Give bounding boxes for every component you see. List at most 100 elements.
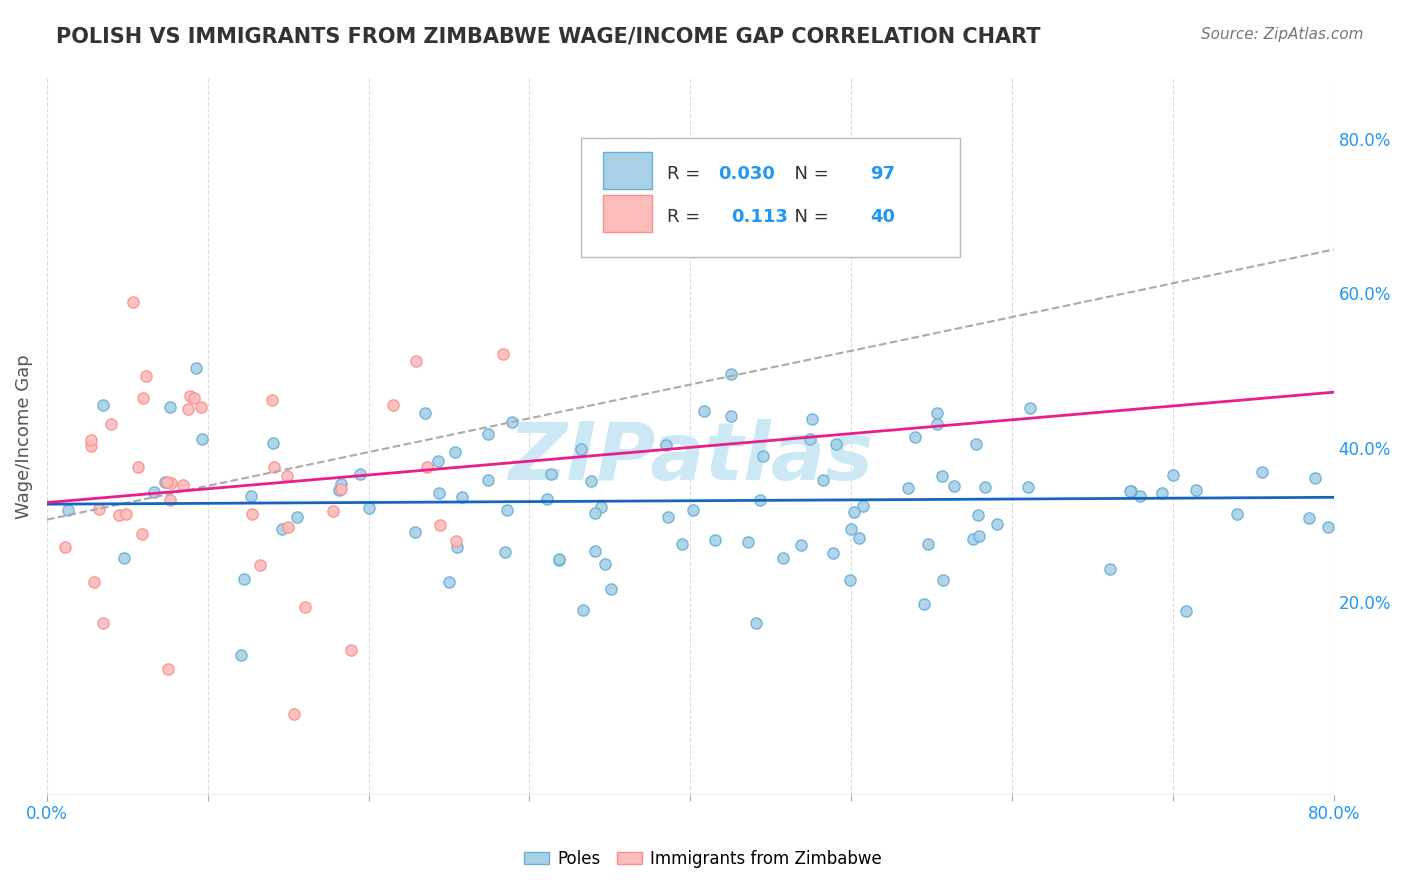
Point: [548, 552, 571, 566]
Point: [437, 574, 460, 589]
Text: Source: ZipAtlas.com: Source: ZipAtlas.com: [1201, 27, 1364, 42]
Point: [91, 616, 114, 631]
Point: [240, 507, 263, 521]
Point: [749, 493, 772, 508]
Point: [179, 389, 201, 403]
Point: [1185, 483, 1208, 498]
Point: [190, 400, 212, 414]
Point: [1303, 470, 1326, 484]
Point: [492, 347, 515, 361]
Point: [704, 533, 727, 547]
Text: N =: N =: [783, 165, 834, 184]
Point: [79, 440, 101, 454]
Point: [1163, 467, 1185, 482]
Point: [745, 615, 768, 630]
Point: [285, 510, 308, 524]
Point: [932, 573, 955, 587]
Point: [904, 430, 927, 444]
FancyBboxPatch shape: [603, 152, 651, 189]
Point: [172, 478, 194, 492]
Point: [852, 499, 875, 513]
Point: [322, 504, 344, 518]
Point: [329, 477, 352, 491]
Point: [654, 437, 676, 451]
Point: [1316, 520, 1339, 534]
Point: [231, 648, 253, 662]
Point: [772, 551, 794, 566]
Point: [974, 480, 997, 494]
Point: [157, 662, 180, 676]
Point: [897, 482, 920, 496]
Point: [720, 409, 742, 423]
Point: [501, 415, 523, 429]
Point: [842, 505, 865, 519]
Point: [752, 449, 775, 463]
Text: 97: 97: [870, 165, 896, 184]
Point: [122, 295, 145, 310]
Point: [671, 537, 693, 551]
Point: [790, 537, 813, 551]
Point: [838, 573, 860, 587]
Point: [349, 467, 371, 481]
Point: [811, 473, 834, 487]
Point: [283, 706, 305, 721]
Point: [799, 432, 821, 446]
Point: [294, 599, 316, 614]
Text: 0.113: 0.113: [731, 209, 789, 227]
Point: [540, 467, 562, 481]
Y-axis label: Wage/Income Gap: Wage/Income Gap: [15, 354, 32, 518]
Point: [548, 553, 571, 567]
Point: [572, 603, 595, 617]
FancyBboxPatch shape: [581, 138, 960, 257]
Point: [142, 485, 165, 500]
Point: [404, 525, 426, 540]
Point: [600, 582, 623, 596]
Point: [581, 475, 603, 489]
Point: [692, 404, 714, 418]
Point: [1129, 489, 1152, 503]
Point: [495, 503, 517, 517]
Point: [583, 506, 606, 520]
Point: [263, 459, 285, 474]
Point: [912, 598, 935, 612]
Point: [112, 550, 135, 565]
Point: [405, 354, 427, 368]
Point: [160, 475, 183, 490]
Point: [824, 436, 846, 450]
Point: [682, 503, 704, 517]
Point: [1018, 401, 1040, 415]
Point: [159, 401, 181, 415]
Point: [931, 468, 953, 483]
Point: [232, 572, 254, 586]
FancyBboxPatch shape: [603, 195, 651, 232]
Point: [270, 522, 292, 536]
Point: [328, 483, 350, 497]
Point: [967, 529, 990, 543]
Point: [415, 459, 437, 474]
Text: 40: 40: [870, 209, 896, 227]
Point: [56, 503, 79, 517]
Text: R =: R =: [666, 209, 711, 227]
Point: [966, 508, 988, 522]
Point: [1119, 484, 1142, 499]
Point: [1099, 562, 1122, 576]
Legend: Poles, Immigrants from Zimbabwe: Poles, Immigrants from Zimbabwe: [517, 844, 889, 875]
Point: [240, 489, 263, 503]
Point: [131, 527, 153, 541]
Point: [737, 535, 759, 549]
Text: POLISH VS IMMIGRANTS FROM ZIMBABWE WAGE/INCOME GAP CORRELATION CHART: POLISH VS IMMIGRANTS FROM ZIMBABWE WAGE/…: [56, 27, 1040, 46]
Point: [262, 435, 284, 450]
Point: [585, 543, 607, 558]
Point: [340, 643, 363, 657]
Text: 0.030: 0.030: [718, 165, 776, 184]
Point: [359, 500, 381, 515]
Point: [494, 545, 516, 559]
Point: [591, 500, 613, 514]
Point: [1150, 486, 1173, 500]
Point: [191, 433, 214, 447]
Point: [87, 502, 110, 516]
Point: [381, 398, 404, 412]
Text: R =: R =: [666, 165, 706, 184]
Point: [986, 517, 1008, 532]
Point: [132, 391, 155, 405]
